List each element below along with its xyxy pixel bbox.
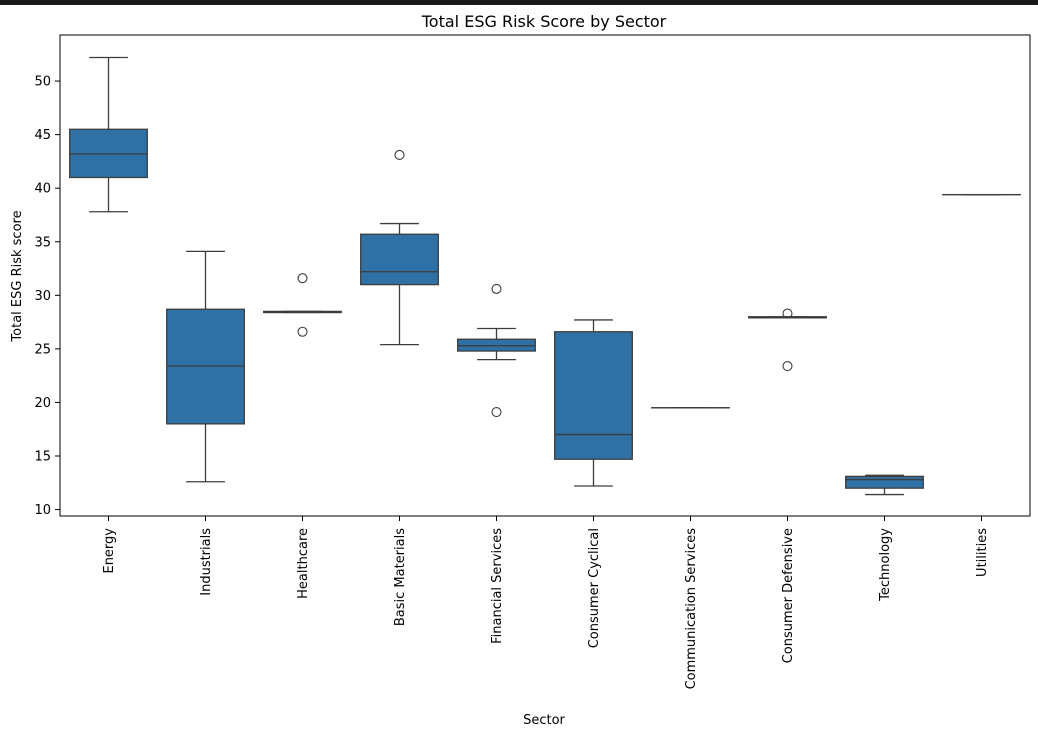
iqr-box — [554, 331, 633, 460]
x-tick-label: Consumer Cyclical — [587, 528, 602, 648]
y-tick-label: 20 — [34, 396, 51, 411]
y-tick-label: 50 — [34, 75, 51, 90]
x-tick-label: Utilities — [975, 528, 990, 577]
y-tick-label: 10 — [34, 503, 51, 518]
x-tick-label: Technology — [878, 528, 893, 602]
x-tick-label: Consumer Defensive — [781, 528, 796, 663]
y-tick-label: 45 — [34, 128, 51, 143]
box-4 — [457, 283, 536, 418]
x-tick-label: Basic Materials — [393, 528, 408, 626]
x-tick-label: Energy — [102, 528, 117, 574]
chart-title: Total ESG Risk Score by Sector — [421, 12, 667, 31]
window-top-bar — [0, 0, 1038, 5]
y-tick-label: 35 — [34, 235, 51, 250]
outlier-point — [491, 283, 502, 294]
x-tick-label: Healthcare — [296, 528, 311, 599]
x-axis-label: Sector — [523, 713, 565, 728]
y-tick-label: 15 — [34, 450, 51, 465]
outlier-point — [297, 326, 308, 337]
outlier-point — [394, 149, 405, 161]
outlier-point — [491, 407, 502, 418]
y-tick-label: 40 — [34, 182, 51, 197]
y-tick-label: 25 — [34, 342, 51, 357]
box-series — [69, 56, 1021, 496]
y-axis-label: Total ESG Risk score — [10, 210, 25, 342]
y-axis: 10 15 20 25 30 35 40 45 50 — [34, 75, 60, 518]
box-0 — [69, 56, 148, 213]
x-tick-label: Communication Services — [684, 528, 699, 690]
iqr-box — [360, 233, 439, 286]
outlier-point — [297, 273, 308, 284]
box-8 — [845, 474, 924, 496]
x-tick-label: Industrials — [199, 528, 214, 596]
plot-area-frame — [59, 34, 1031, 517]
outlier-point — [782, 360, 793, 372]
y-tick-label: 30 — [34, 289, 51, 304]
box-7 — [748, 308, 827, 372]
outlier-point — [782, 308, 793, 319]
iqr-box — [845, 475, 924, 489]
box-3 — [360, 149, 439, 346]
x-axis: Energy Industrials Healthcare Basic Materia… — [102, 516, 990, 689]
box-1 — [166, 250, 245, 483]
box-5 — [554, 319, 633, 487]
box-2 — [263, 273, 342, 337]
x-tick-label: Financial Services — [490, 528, 505, 644]
